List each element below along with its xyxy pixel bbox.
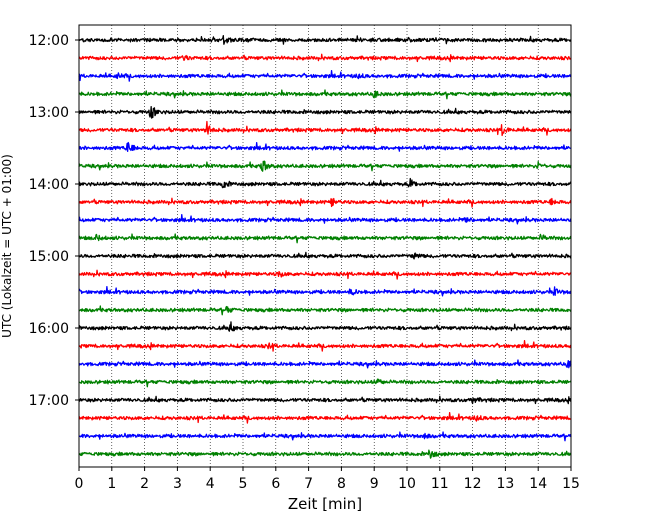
- trace-series: [78, 35, 572, 459]
- trace-row-1300: [78, 106, 572, 119]
- trace-row-1515: [78, 269, 572, 280]
- x-tick-label: 15: [562, 476, 580, 492]
- trace-row-1530: [78, 285, 572, 297]
- trace-row-1245: [78, 89, 572, 100]
- trace-row-1315: [78, 120, 572, 137]
- x-axis-label: Zeit [min]: [288, 495, 362, 513]
- y-axis-label: UTC (Lokalzeit = UTC + 01:00): [0, 154, 14, 338]
- x-tick-label: 5: [239, 476, 248, 492]
- x-tick-label: 2: [140, 476, 149, 492]
- x-tick-label: 1: [107, 476, 116, 492]
- y-axis: 12:00 13:00 14:00 15:00 16:00 17:00: [29, 33, 79, 409]
- trace-row-1415: [78, 197, 572, 208]
- x-tick-label: 11: [431, 476, 449, 492]
- y-tick-label: 15:00: [29, 249, 69, 265]
- x-tick-label: 14: [529, 476, 547, 492]
- trace-row-1615: [78, 339, 572, 352]
- trace-row-1345: [78, 160, 572, 172]
- x-tick-label: 8: [337, 476, 346, 492]
- x-axis: 0 1 2 3 4 5 6 7 8 9 10 11 12 13 14 15: [75, 467, 580, 492]
- trace-row-1645: [78, 378, 572, 388]
- trace-row-1330: [78, 141, 572, 153]
- trace-row-1215: [78, 53, 572, 63]
- trace-row-1715: [78, 411, 572, 424]
- y-tick-label: 12:00: [29, 33, 69, 49]
- x-tick-label: 7: [304, 476, 313, 492]
- x-tick-label: 12: [464, 476, 482, 492]
- x-tick-label: 10: [398, 476, 416, 492]
- trace-row-1430: [78, 213, 572, 225]
- x-tick-label: 0: [75, 476, 84, 492]
- trace-row-1500: [78, 251, 572, 260]
- trace-row-1200: [78, 35, 572, 45]
- x-tick-label: 9: [370, 476, 379, 492]
- trace-row-1545: [78, 305, 572, 316]
- trace-row-1700: [78, 395, 572, 405]
- trace-row-1730: [78, 431, 572, 442]
- plot-frame: [78, 24, 572, 468]
- trace-row-1400: [78, 177, 572, 189]
- y-tick-label: 17:00: [29, 393, 69, 409]
- trace-row-1630: [78, 359, 572, 369]
- trace-row-1600: [78, 321, 572, 332]
- y-tick-label: 13:00: [29, 105, 69, 121]
- x-tick-label: 13: [496, 476, 514, 492]
- x-tick-label: 4: [206, 476, 215, 492]
- y-tick-label: 14:00: [29, 177, 69, 193]
- x-tick-label: 6: [271, 476, 280, 492]
- y-tick-label: 16:00: [29, 321, 69, 337]
- x-tick-label: 3: [173, 476, 182, 492]
- trace-row-1745: [78, 449, 572, 459]
- trace-row-1230: [78, 69, 572, 82]
- trace-row-1445: [78, 233, 572, 244]
